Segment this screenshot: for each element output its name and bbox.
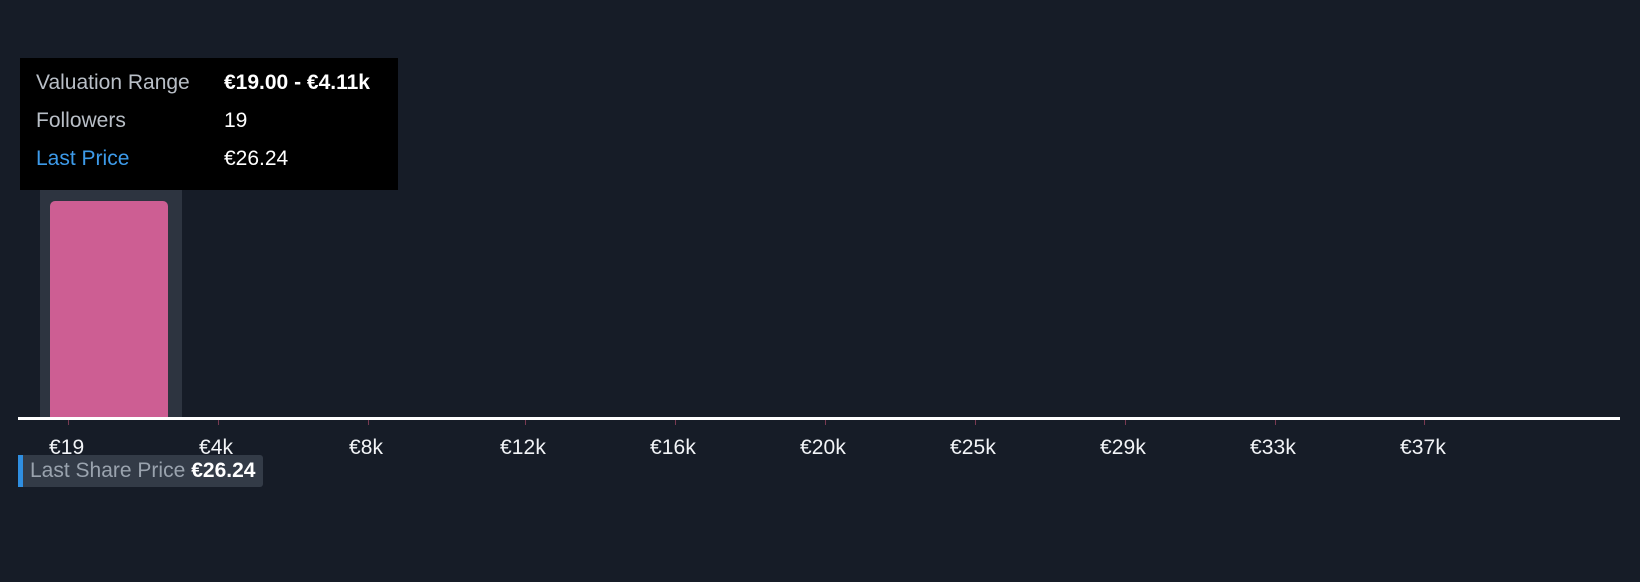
- x-axis-tick: [825, 420, 826, 425]
- x-axis-tick: [975, 420, 976, 425]
- tooltip-value-last-price: €26.24: [224, 147, 289, 170]
- x-axis-tick-label: €12k: [500, 436, 546, 459]
- x-axis-tick: [675, 420, 676, 425]
- tooltip-label-last-price: Last Price: [36, 147, 130, 170]
- x-axis-tick: [1125, 420, 1126, 425]
- x-axis-tick-label: €37k: [1400, 436, 1446, 459]
- x-axis-line: [18, 417, 1620, 420]
- x-axis-tick-label: €25k: [950, 436, 996, 459]
- x-axis-tick-label: €16k: [650, 436, 696, 459]
- tooltip-row: Followers 19: [36, 109, 382, 147]
- x-axis-tick: [1424, 420, 1425, 425]
- x-axis-tick-label: €29k: [1100, 436, 1146, 459]
- plot-area[interactable]: [0, 0, 1640, 418]
- last-share-price-value: €26.24: [191, 459, 256, 482]
- tooltip-value-valuation-range: €19.00 - €4.11k: [224, 71, 370, 94]
- x-axis-tick: [218, 420, 219, 425]
- tooltip-label-valuation-range: Valuation Range: [36, 71, 190, 94]
- tooltip-row: Last Price €26.24: [36, 147, 382, 185]
- x-axis-tick-label: €33k: [1250, 436, 1296, 459]
- chart-tooltip: Valuation Range €19.00 - €4.11k Follower…: [20, 58, 398, 190]
- tooltip-row: Valuation Range €19.00 - €4.11k: [36, 71, 382, 109]
- last-share-price-badge[interactable]: Last Share Price €26.24: [23, 455, 264, 487]
- x-axis-tick: [68, 420, 69, 425]
- x-axis-tick: [368, 420, 369, 425]
- x-axis-tick: [1275, 420, 1276, 425]
- last-share-price-label: Last Share Price: [30, 459, 186, 482]
- tooltip-label-followers: Followers: [36, 109, 126, 132]
- x-axis-tick-label: €19: [49, 436, 85, 459]
- x-axis-tick: [525, 420, 526, 425]
- x-axis-tick-label: €20k: [800, 436, 846, 459]
- x-axis-tick-label: €4k: [199, 436, 234, 459]
- tooltip-value-followers: 19: [224, 109, 248, 132]
- bar-followers[interactable]: [50, 201, 168, 418]
- x-axis-tick-label: €8k: [349, 436, 384, 459]
- last-share-price-marker-line: [18, 455, 23, 487]
